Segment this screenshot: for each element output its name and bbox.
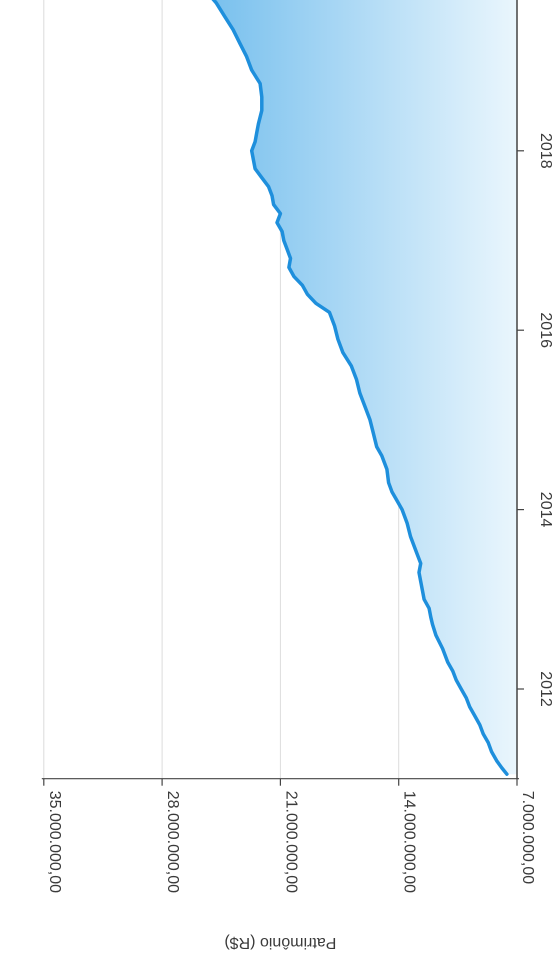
x-axis-ticks: 20122014201620182020 xyxy=(517,133,553,707)
y-axis-ticks: 7.000.000,00 14.000.000,00 21.000.000,00 28… xyxy=(43,778,536,893)
y-axis-title: Patrimônio (R$) xyxy=(224,934,336,951)
x-tick-label: 2018 xyxy=(537,133,553,169)
y-tick-label: 28.000.000,00 xyxy=(164,791,181,893)
y-tick-label: 14.000.000,00 xyxy=(401,791,418,893)
x-tick-label: 2014 xyxy=(537,492,553,528)
y-tick-label: 21.000.000,00 xyxy=(282,791,299,893)
x-tick-label: 2016 xyxy=(537,312,553,348)
y-tick-label: 7.000.000,00 xyxy=(519,791,536,885)
x-tick-label: 2012 xyxy=(537,671,553,707)
y-tick-label: 35.000.000,00 xyxy=(46,791,63,893)
data-area xyxy=(213,0,517,775)
data-line xyxy=(211,0,509,776)
